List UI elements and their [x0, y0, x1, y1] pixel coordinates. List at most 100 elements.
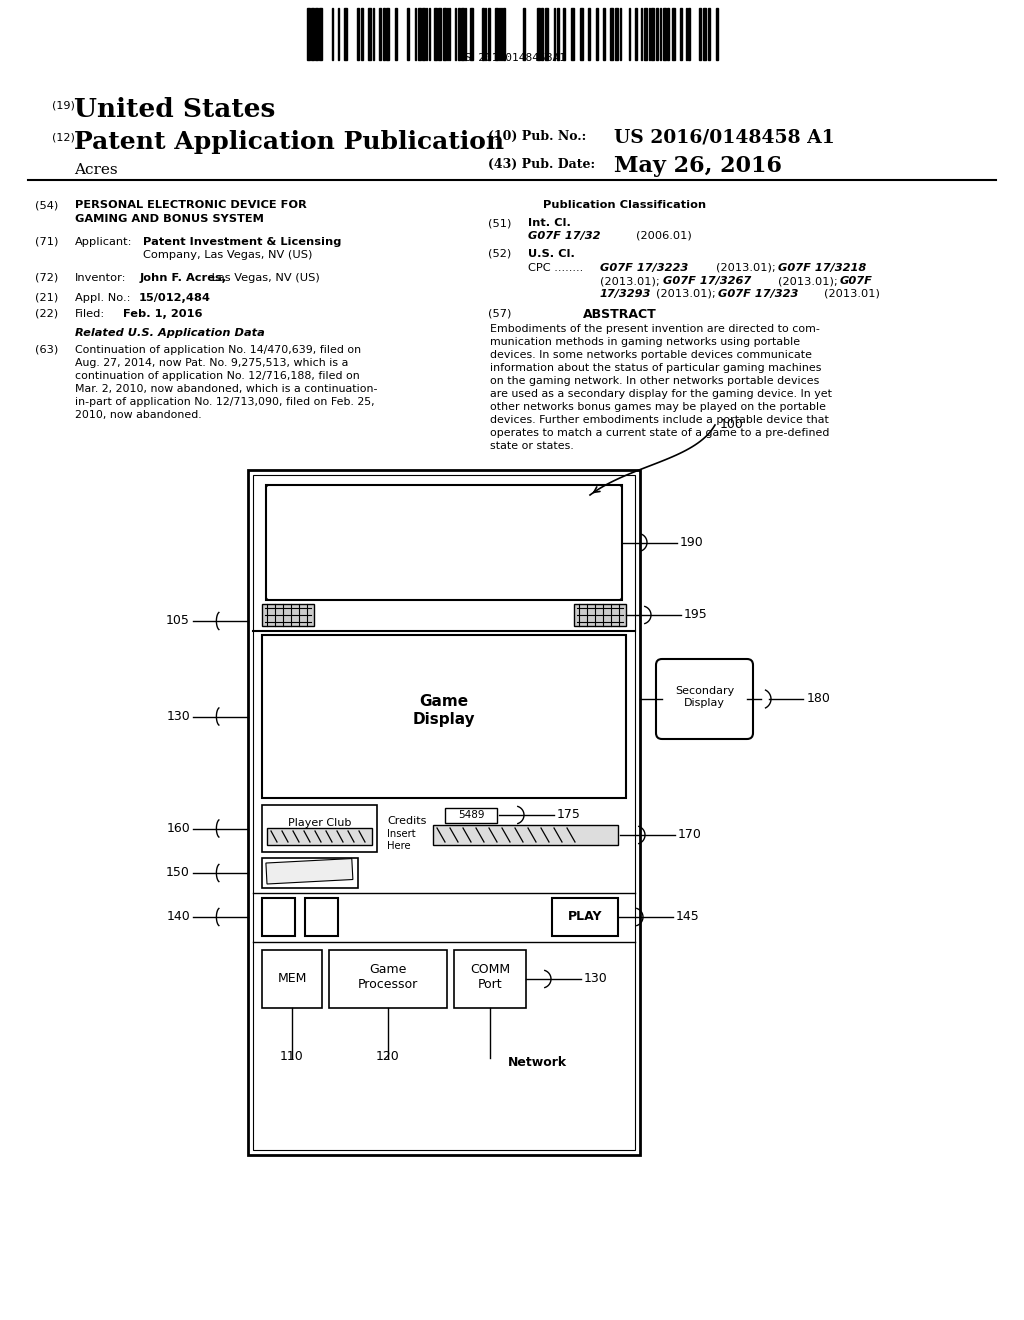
- Text: (43) Pub. Date:: (43) Pub. Date:: [488, 158, 595, 172]
- Text: May 26, 2016: May 26, 2016: [614, 154, 782, 177]
- Bar: [443, 8, 446, 59]
- Text: on the gaming network. In other networks portable devices: on the gaming network. In other networks…: [490, 376, 819, 385]
- Text: G07F 17/3267: G07F 17/3267: [663, 276, 752, 286]
- Text: 145: 145: [676, 911, 699, 924]
- Text: 190: 190: [680, 536, 703, 549]
- Text: are used as a secondary display for the gaming device. In yet: are used as a secondary display for the …: [490, 389, 831, 399]
- Text: (51): (51): [488, 218, 511, 228]
- Text: 2010, now abandoned.: 2010, now abandoned.: [75, 411, 202, 420]
- Bar: [383, 8, 385, 59]
- Bar: [386, 8, 389, 59]
- Bar: [656, 8, 658, 59]
- Text: 17/3293: 17/3293: [600, 289, 651, 300]
- Bar: [395, 8, 397, 59]
- Text: United States: United States: [74, 96, 275, 121]
- Bar: [458, 8, 460, 59]
- Bar: [545, 8, 548, 59]
- Text: MEM: MEM: [278, 972, 306, 985]
- Bar: [571, 8, 574, 59]
- Text: 105: 105: [166, 615, 190, 627]
- Text: 140: 140: [166, 911, 190, 924]
- Text: Game
Processor: Game Processor: [357, 964, 418, 991]
- Text: Int. Cl.: Int. Cl.: [528, 218, 570, 228]
- Bar: [574, 605, 626, 626]
- Bar: [344, 8, 347, 59]
- Bar: [267, 828, 372, 845]
- Bar: [445, 808, 497, 822]
- Text: 100: 100: [720, 418, 743, 432]
- Bar: [470, 8, 473, 59]
- Text: other networks bonus games may be played on the portable: other networks bonus games may be played…: [490, 403, 826, 412]
- Text: (52): (52): [488, 249, 511, 259]
- Text: (57): (57): [488, 308, 511, 318]
- Text: 15/012,484: 15/012,484: [139, 293, 211, 304]
- Text: operates to match a current state of a game to a pre-defined: operates to match a current state of a g…: [490, 428, 829, 438]
- Bar: [368, 8, 371, 59]
- Text: in-part of application No. 12/713,090, filed on Feb. 25,: in-part of application No. 12/713,090, f…: [75, 397, 375, 407]
- Text: U.S. Cl.: U.S. Cl.: [528, 249, 574, 259]
- Bar: [262, 898, 295, 936]
- Bar: [262, 805, 377, 851]
- Bar: [422, 8, 425, 59]
- Text: (21): (21): [35, 293, 58, 304]
- Text: G07F: G07F: [840, 276, 872, 286]
- Bar: [262, 950, 322, 1008]
- Text: (63): (63): [35, 345, 58, 355]
- Bar: [361, 8, 362, 59]
- Bar: [580, 8, 583, 59]
- Text: Acres: Acres: [74, 162, 118, 177]
- Bar: [596, 8, 598, 59]
- Text: Aug. 27, 2014, now Pat. No. 9,275,513, which is a: Aug. 27, 2014, now Pat. No. 9,275,513, w…: [75, 358, 348, 368]
- Bar: [319, 8, 322, 59]
- Text: Patent Application Publication: Patent Application Publication: [74, 129, 504, 154]
- Text: (2006.01): (2006.01): [636, 231, 692, 242]
- Text: Publication Classification: Publication Classification: [543, 201, 707, 210]
- Text: (12): (12): [52, 133, 75, 143]
- Bar: [418, 8, 421, 59]
- Text: Player Club: Player Club: [288, 818, 351, 828]
- Text: continuation of application No. 12/716,188, filed on: continuation of application No. 12/716,1…: [75, 371, 359, 381]
- Text: Game
Display: Game Display: [413, 694, 475, 727]
- Bar: [615, 8, 618, 59]
- Text: Appl. No.:: Appl. No.:: [75, 293, 130, 304]
- Text: 5489: 5489: [458, 809, 484, 820]
- Text: (2013.01);: (2013.01);: [778, 276, 838, 286]
- Bar: [541, 8, 543, 59]
- Text: Insert
Here: Insert Here: [387, 829, 416, 850]
- Bar: [248, 470, 640, 1155]
- Bar: [482, 8, 484, 59]
- Bar: [523, 8, 525, 59]
- Text: Mar. 2, 2010, now abandoned, which is a continuation-: Mar. 2, 2010, now abandoned, which is a …: [75, 384, 378, 393]
- Text: Filed:: Filed:: [75, 309, 105, 319]
- Text: John F. Acres,: John F. Acres,: [140, 273, 227, 282]
- Bar: [266, 858, 353, 884]
- Text: Feb. 1, 2016: Feb. 1, 2016: [123, 309, 203, 319]
- Bar: [305, 898, 338, 936]
- Text: (10) Pub. No.:: (10) Pub. No.:: [488, 129, 587, 143]
- Text: 160: 160: [166, 822, 190, 836]
- Bar: [680, 8, 682, 59]
- Text: (72): (72): [35, 273, 58, 282]
- Bar: [379, 8, 381, 59]
- Text: Embodiments of the present invention are directed to com-: Embodiments of the present invention are…: [490, 323, 820, 334]
- Text: Credits: Credits: [387, 816, 426, 826]
- Bar: [503, 8, 505, 59]
- Bar: [703, 8, 706, 59]
- Bar: [537, 8, 540, 59]
- Text: (2013.01);: (2013.01);: [716, 263, 776, 273]
- Bar: [635, 8, 637, 59]
- Bar: [434, 8, 437, 59]
- Text: (22): (22): [35, 309, 58, 319]
- Bar: [688, 8, 690, 59]
- Text: state or states.: state or states.: [490, 441, 573, 451]
- Text: PLAY: PLAY: [567, 909, 602, 923]
- Text: Secondary
Display: Secondary Display: [675, 686, 734, 708]
- Text: 180: 180: [807, 693, 830, 705]
- Bar: [488, 8, 490, 59]
- Text: 110: 110: [281, 1049, 304, 1063]
- Text: Applicant:: Applicant:: [75, 238, 132, 247]
- Text: Related U.S. Application Data: Related U.S. Application Data: [75, 327, 265, 338]
- Text: 150: 150: [166, 866, 190, 879]
- Bar: [315, 8, 318, 59]
- Text: GAMING AND BONUS SYSTEM: GAMING AND BONUS SYSTEM: [75, 214, 264, 224]
